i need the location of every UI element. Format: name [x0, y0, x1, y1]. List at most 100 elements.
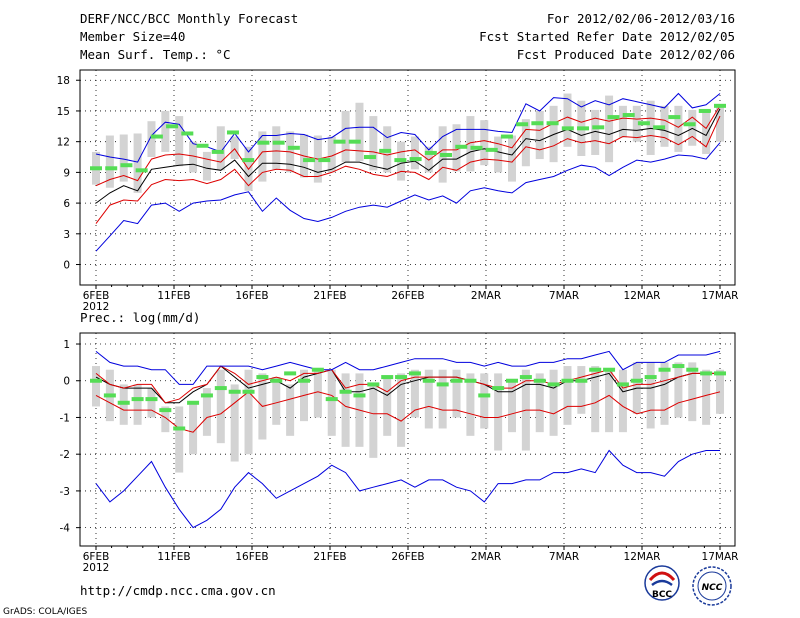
spread-bar — [175, 406, 184, 473]
series-line-min — [95, 142, 721, 252]
median-marker — [90, 166, 102, 171]
x-tick-label: 26FEB — [391, 551, 424, 563]
y-tick-label: 0 — [63, 260, 70, 272]
median-marker — [270, 378, 283, 383]
spread-bar — [466, 373, 475, 436]
median-marker — [395, 375, 408, 380]
spread-bar — [646, 362, 655, 429]
median-marker — [653, 125, 666, 130]
spread-bar — [175, 116, 184, 167]
forecast-produced: Fcst Produced Date 2012/02/06 — [517, 47, 735, 62]
spread-bar — [549, 369, 558, 436]
spread-bar — [369, 384, 378, 458]
median-marker — [422, 378, 435, 383]
series-line-p10 — [95, 115, 721, 224]
spread-bar — [119, 134, 128, 182]
forecast-period: For 2012/02/06-2012/03/16 — [547, 11, 735, 26]
spread-bar — [189, 402, 198, 455]
spread-bar — [147, 121, 156, 158]
median-marker — [464, 378, 477, 383]
median-marker — [700, 371, 713, 376]
spread-bar — [92, 366, 100, 407]
median-marker — [668, 115, 681, 120]
spread-bar — [660, 362, 669, 425]
median-marker — [575, 378, 588, 383]
median-marker — [561, 126, 574, 131]
median-marker — [242, 158, 255, 163]
median-marker — [196, 143, 209, 148]
spread-bar — [424, 369, 433, 429]
spread-bar — [618, 105, 627, 138]
x-tick-label: 21FEB — [313, 551, 346, 563]
x-tick-label: 17MAR — [702, 290, 739, 302]
median-marker — [485, 147, 498, 152]
spread-bar — [494, 136, 503, 173]
median-marker — [424, 150, 437, 155]
precip-title: Prec.: log(mm/d) — [80, 310, 200, 325]
median-marker — [90, 378, 102, 383]
median-marker — [440, 152, 453, 157]
median-marker — [408, 371, 421, 376]
median-marker — [287, 145, 300, 150]
spread-bar — [369, 116, 378, 171]
x-tick-label: 7MAR — [549, 551, 579, 563]
spread-bar — [230, 136, 239, 160]
y-tick-label: 15 — [57, 106, 70, 118]
y-tick-label: -3 — [60, 486, 70, 498]
spread-bar — [591, 366, 600, 433]
median-marker — [561, 378, 574, 383]
variable-label: Mean Surf. Temp.: °C — [80, 47, 231, 62]
spread-bar — [452, 369, 461, 418]
median-marker — [228, 389, 241, 394]
median-marker — [409, 157, 422, 162]
series-line-p10 — [95, 391, 721, 433]
median-marker — [120, 163, 133, 168]
median-marker — [311, 367, 324, 372]
median-marker — [353, 393, 366, 398]
median-marker — [714, 371, 726, 376]
spread-bar — [286, 384, 295, 436]
spread-bar — [202, 151, 211, 181]
x-tick-label: 16FEB — [235, 551, 268, 563]
spread-bar — [133, 384, 142, 425]
y-tick-label: 18 — [57, 75, 70, 87]
bcc-logo-text: BCC — [652, 590, 672, 600]
y-tick-label: 9 — [63, 167, 70, 179]
median-marker — [214, 386, 227, 391]
spread-bar — [189, 141, 198, 173]
spread-bar — [688, 362, 697, 422]
ncc-logo-text: NCC — [702, 583, 723, 593]
median-marker — [256, 375, 269, 380]
spread-bar — [383, 377, 392, 436]
series-line-mean — [95, 108, 721, 204]
spread-bar — [327, 369, 336, 436]
spread-bar — [535, 110, 544, 160]
median-marker — [200, 393, 213, 398]
median-marker — [394, 158, 407, 163]
spread-bar — [272, 126, 281, 170]
median-marker — [339, 389, 352, 394]
spread-bar — [508, 380, 516, 433]
spread-bar — [508, 135, 516, 182]
spread-bar — [702, 369, 711, 425]
median-marker — [145, 397, 158, 402]
median-marker — [714, 103, 726, 108]
median-marker — [686, 367, 699, 372]
temperature-panel: 0 3 6 9 12 15 18 6FEB 11FEB 16FEB 21FEB 26FEB 2MAR 7M… — [57, 69, 739, 313]
median-marker — [187, 400, 200, 405]
median-marker — [516, 122, 529, 127]
median-marker — [616, 382, 629, 387]
x-tick-label: 17MAR — [702, 551, 739, 563]
spread-bar — [410, 136, 419, 170]
x-tick-label: 12MAR — [624, 290, 661, 302]
median-marker — [500, 134, 513, 139]
median-marker — [455, 144, 468, 149]
median-marker — [159, 408, 172, 413]
spread-bar — [535, 373, 544, 433]
median-marker — [166, 124, 179, 129]
spread-bar — [702, 110, 711, 154]
spread-bar — [438, 369, 447, 429]
plot-frame — [79, 69, 736, 286]
x-year-label: 2012 — [83, 301, 110, 313]
